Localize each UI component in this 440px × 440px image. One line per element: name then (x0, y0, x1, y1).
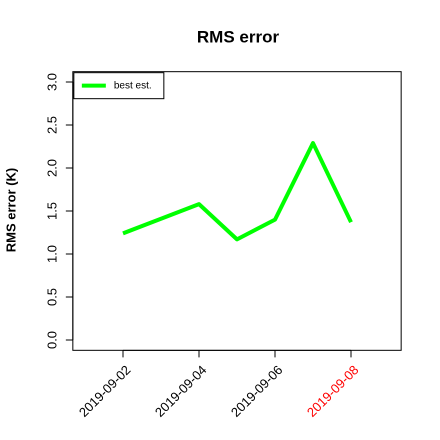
y-axis-label: RMS error (K) (3, 168, 18, 253)
x-tick-label: 2019-09-08 (304, 362, 362, 420)
y-tick-label: 0.5 (44, 288, 59, 306)
x-tick-label: 2019-09-06 (228, 362, 286, 420)
y-tick-label: 3.0 (44, 73, 59, 91)
y-tick-label: 0.0 (44, 331, 59, 349)
plot-frame (72, 71, 402, 351)
chart-title: RMS error (197, 27, 280, 46)
legend-label: best est. (114, 80, 152, 91)
y-tick-label: 1.5 (44, 202, 59, 220)
y-tick-label: 2.0 (44, 159, 59, 177)
y-tick-label: 1.0 (44, 245, 59, 263)
data-line (122, 141, 353, 242)
x-tick-label: 2019-09-02 (76, 362, 134, 420)
y-tick-label: 2.5 (44, 116, 59, 134)
x-tick-label: 2019-09-04 (152, 362, 210, 420)
